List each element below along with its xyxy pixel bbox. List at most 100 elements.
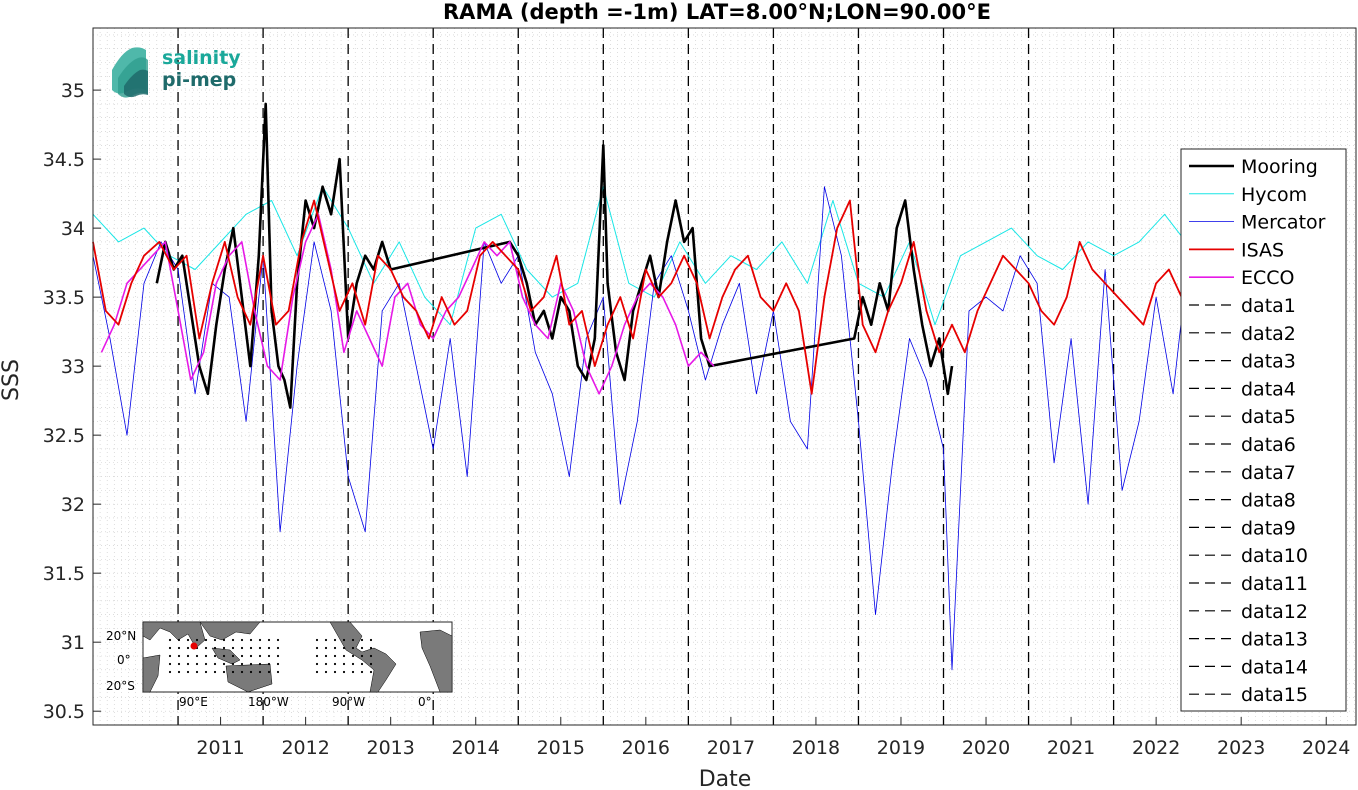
array-dot xyxy=(276,654,280,658)
array-dot xyxy=(168,638,172,642)
point-isas xyxy=(862,324,864,326)
point-isas xyxy=(620,296,622,298)
point-ecco xyxy=(471,269,473,271)
array-dot xyxy=(213,670,217,674)
array-dot xyxy=(240,638,244,642)
point-mercator xyxy=(1172,393,1174,395)
point-hycom xyxy=(245,214,247,216)
point-ecco xyxy=(522,296,524,298)
logo-line2: pi-mep xyxy=(162,69,236,91)
array-dot xyxy=(213,646,217,650)
point-ecco xyxy=(700,352,702,354)
point-ecco xyxy=(216,283,218,285)
array-dot xyxy=(195,638,199,642)
point-ecco xyxy=(496,255,498,257)
point-isas xyxy=(505,255,507,257)
y-tick-label: 32 xyxy=(61,494,85,516)
point-mooring xyxy=(241,296,243,298)
point-isas xyxy=(390,269,392,271)
point-isas xyxy=(977,310,979,312)
point-mooring xyxy=(190,310,192,312)
point-mooring xyxy=(216,324,218,326)
point-hycom xyxy=(526,269,528,271)
point-ecco xyxy=(101,352,103,354)
array-dot xyxy=(276,646,280,650)
y-tick-label: 31 xyxy=(61,632,85,654)
array-dot xyxy=(333,670,337,674)
point-ecco xyxy=(611,365,613,367)
point-hycom xyxy=(449,324,451,326)
point-ecco xyxy=(114,324,116,326)
point-mooring xyxy=(947,393,949,395)
array-dot xyxy=(177,670,181,674)
point-mercator xyxy=(177,269,179,271)
array-dot xyxy=(222,654,226,658)
array-dot xyxy=(267,638,271,642)
point-mercator xyxy=(909,338,911,340)
point-mooring xyxy=(290,407,292,409)
point-isas xyxy=(1168,269,1170,271)
point-ecco xyxy=(637,296,639,298)
legend-label-mooring: Mooring xyxy=(1241,156,1318,178)
point-isas xyxy=(518,269,520,271)
point-mercator xyxy=(1104,269,1106,271)
point-ecco xyxy=(356,310,358,312)
point-hycom xyxy=(628,283,630,285)
point-mooring xyxy=(870,324,872,326)
legend-label-data10: data10 xyxy=(1241,545,1308,567)
point-mooring xyxy=(381,241,383,243)
point-mercator xyxy=(858,421,860,423)
array-dot xyxy=(240,654,244,658)
array-dot xyxy=(168,654,172,658)
array-dot xyxy=(177,638,181,642)
y-tick-label: 34 xyxy=(61,218,85,240)
array-dot xyxy=(249,654,253,658)
point-isas xyxy=(645,269,647,271)
point-hycom xyxy=(654,296,656,298)
array-dot xyxy=(360,670,364,674)
legend-label-data2: data2 xyxy=(1241,323,1296,345)
array-dot xyxy=(351,638,355,642)
array-dot xyxy=(315,662,319,666)
series-lines xyxy=(92,102,1344,671)
point-hycom xyxy=(985,241,987,243)
point-mercator xyxy=(330,310,332,312)
point-ecco xyxy=(547,338,549,340)
point-ecco xyxy=(177,310,179,312)
point-mercator xyxy=(313,241,315,243)
point-hycom xyxy=(500,214,502,216)
array-dot xyxy=(231,638,235,642)
point-isas xyxy=(143,255,145,257)
array-dot xyxy=(204,670,208,674)
point-mooring xyxy=(692,227,694,229)
point-mercator xyxy=(109,338,111,340)
point-mercator xyxy=(143,283,145,285)
series-mercator xyxy=(92,158,1344,671)
point-mercator xyxy=(347,476,349,478)
point-isas xyxy=(1104,283,1106,285)
point-isas xyxy=(288,310,290,312)
point-mercator xyxy=(381,310,383,312)
point-mooring xyxy=(552,338,554,340)
point-isas xyxy=(671,283,673,285)
point-mooring xyxy=(896,227,898,229)
point-isas xyxy=(824,296,826,298)
point-mooring xyxy=(862,296,864,298)
point-isas xyxy=(785,283,787,285)
point-isas xyxy=(939,352,941,354)
point-ecco xyxy=(713,365,715,367)
point-isas xyxy=(1053,324,1055,326)
point-isas xyxy=(415,310,417,312)
point-mercator xyxy=(705,379,707,381)
point-ecco xyxy=(267,365,269,367)
point-isas xyxy=(607,324,609,326)
array-dot xyxy=(231,646,235,650)
point-hycom xyxy=(118,241,120,243)
point-hycom xyxy=(679,241,681,243)
array-dot xyxy=(231,662,235,666)
point-mercator xyxy=(1070,338,1072,340)
point-isas xyxy=(1092,269,1094,271)
legend-label-data12: data12 xyxy=(1241,601,1308,623)
point-mooring xyxy=(258,255,260,257)
map-lat-label-2: 0° xyxy=(117,653,131,667)
